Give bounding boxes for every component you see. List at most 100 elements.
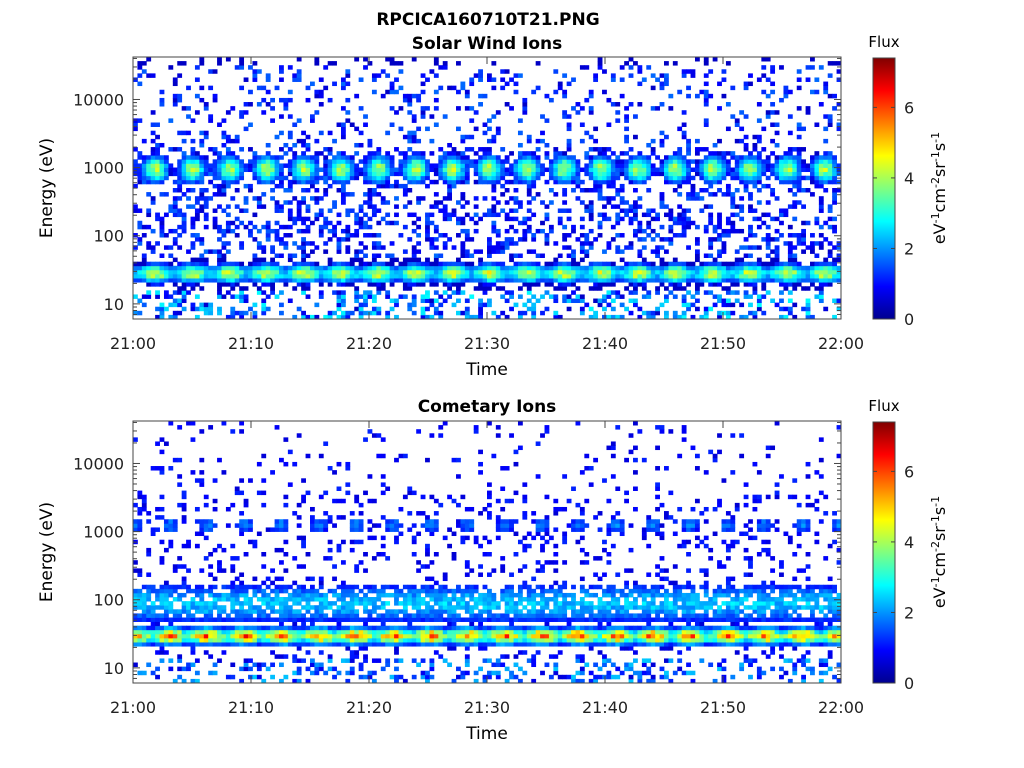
heatmap-cell <box>243 625 249 631</box>
heatmap-cell <box>194 282 200 287</box>
heatmap-cell <box>756 151 762 156</box>
heatmap-cell <box>265 294 271 299</box>
heatmap-cell <box>575 278 581 283</box>
heatmap-cell <box>827 114 833 119</box>
heatmap-cell <box>562 110 568 115</box>
heatmap-cell <box>482 286 488 291</box>
heatmap-cell <box>283 269 289 275</box>
heatmap-cell <box>814 122 820 127</box>
heatmap-cell <box>690 314 696 320</box>
heatmap-cell <box>584 302 590 308</box>
heatmap-cell <box>540 130 545 136</box>
heatmap-cell <box>464 265 470 271</box>
heatmap-cell <box>283 188 289 193</box>
heatmap-cell <box>774 245 780 250</box>
heatmap-cell <box>261 290 267 295</box>
heatmap-cell <box>827 241 833 246</box>
heatmap-cell <box>230 637 236 643</box>
heatmap-cell <box>703 314 709 320</box>
heatmap-cell <box>615 249 621 254</box>
heatmap-cell <box>796 188 802 193</box>
heatmap-cell <box>456 106 461 111</box>
heatmap-cell <box>155 273 160 279</box>
heatmap-cell <box>686 269 691 275</box>
heatmap-cell <box>318 208 324 213</box>
heatmap-cell <box>690 73 696 78</box>
heatmap-cell <box>792 273 798 279</box>
heatmap-cell <box>159 515 165 520</box>
heatmap-cell <box>398 126 404 132</box>
heatmap-cell <box>810 159 815 164</box>
heatmap-cell <box>398 261 404 267</box>
heatmap-cell <box>177 183 183 189</box>
heatmap-cell <box>743 81 749 87</box>
heatmap-cell <box>672 278 678 283</box>
heatmap-cell <box>296 163 302 168</box>
heatmap-cell <box>310 155 315 160</box>
heatmap-cell <box>318 605 324 610</box>
heatmap-cell <box>491 114 497 119</box>
heatmap-cell <box>318 662 324 668</box>
heatmap-cell <box>314 245 320 250</box>
heatmap-cell <box>305 637 311 643</box>
heatmap-cell <box>283 265 289 271</box>
heatmap-cell <box>358 265 364 271</box>
heatmap-cell <box>770 278 776 283</box>
heatmap-cell <box>168 314 174 320</box>
heatmap-cell <box>314 592 320 598</box>
heatmap-cell <box>513 73 519 78</box>
heatmap-cell <box>411 273 417 279</box>
heatmap-cell <box>354 294 360 299</box>
heatmap-cell <box>181 642 187 647</box>
heatmap-cell <box>172 302 178 308</box>
heatmap-cell <box>248 625 253 631</box>
heatmap-cell <box>451 179 457 185</box>
heatmap-cell <box>234 310 240 316</box>
heatmap-cell <box>730 228 736 234</box>
heatmap-cell <box>239 580 245 586</box>
heatmap-cell <box>172 196 178 201</box>
heatmap-cell <box>292 670 298 676</box>
heatmap-cell <box>323 642 329 647</box>
heatmap-cell <box>301 261 306 267</box>
heatmap-cell <box>150 642 156 647</box>
heatmap-cell <box>641 77 647 82</box>
heatmap-cell <box>504 216 510 222</box>
heatmap-cell <box>354 151 360 156</box>
heatmap-cell <box>283 633 289 639</box>
heatmap-cell <box>650 228 656 234</box>
heatmap-cell <box>416 249 422 254</box>
heatmap-cell <box>239 273 245 279</box>
heatmap-cell <box>402 163 408 168</box>
heatmap-cell <box>531 179 537 185</box>
heatmap-cell <box>500 294 506 299</box>
heatmap-cell <box>513 278 519 283</box>
heatmap-cell <box>823 126 829 132</box>
heatmap-cell <box>602 204 607 209</box>
heatmap-cell <box>318 494 324 500</box>
heatmap-cell <box>517 220 523 226</box>
heatmap-cell <box>717 155 722 160</box>
heatmap-cell <box>380 93 386 99</box>
heatmap-cell <box>655 290 660 295</box>
heatmap-cell <box>323 605 329 610</box>
heatmap-cell <box>478 302 483 308</box>
heatmap-cell <box>425 228 430 234</box>
heatmap-cell <box>517 155 523 160</box>
heatmap-cell <box>571 273 576 279</box>
heatmap-cell <box>181 265 187 271</box>
heatmap-cell <box>287 147 293 152</box>
heatmap-cell <box>526 286 532 291</box>
heatmap-cell <box>832 269 837 275</box>
heatmap-cell <box>186 543 191 549</box>
heatmap-cell <box>584 97 590 103</box>
heatmap-cell <box>310 642 315 647</box>
heatmap-cell <box>646 175 652 181</box>
heatmap-cell <box>212 625 218 631</box>
heatmap-cell <box>522 310 528 316</box>
heatmap-cell <box>602 151 607 156</box>
heatmap-cell <box>310 588 315 594</box>
heatmap-cell <box>230 282 236 287</box>
heatmap-cell <box>261 167 267 173</box>
heatmap-cell <box>765 273 771 279</box>
